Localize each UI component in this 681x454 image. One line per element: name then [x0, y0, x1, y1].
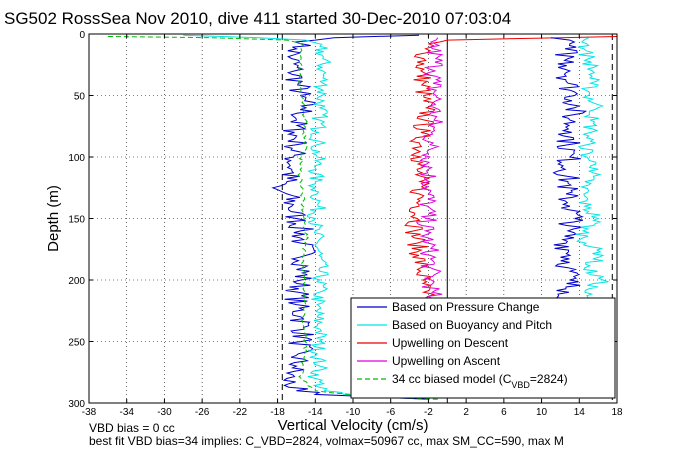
series-line-0: [271, 34, 429, 400]
y-tick-label: 200: [68, 276, 85, 287]
x-tick-label: 2: [463, 407, 469, 418]
y-tick-label: 300: [68, 399, 85, 410]
x-tick-label: -10: [346, 407, 361, 418]
legend-box: [350, 297, 616, 399]
vbd-bias-note: VBD bias = 0 cc: [89, 421, 175, 435]
y-tick-label: 50: [74, 92, 86, 103]
y-tick-label: 100: [68, 153, 85, 164]
x-tick-label: -6: [386, 407, 395, 418]
series-line-1: [183, 34, 391, 399]
series-line-2: [404, 36, 618, 299]
y-tick-label: 0: [79, 30, 85, 41]
best-fit-note: best fit VBD bias=34 implies: C_VBD=2824…: [89, 434, 564, 448]
x-tick-label: -18: [270, 407, 285, 418]
x-tick-label: 14: [574, 407, 586, 418]
legend-label: Based on Buoyancy and Pitch: [392, 318, 552, 332]
x-tick-label: -38: [82, 407, 97, 418]
series-line-4: [107, 36, 438, 400]
y-tick-label: 150: [68, 215, 85, 226]
x-tick-label: 10: [536, 407, 548, 418]
axis-ticks: -38 -34 -30 -26 -22 -18 -14 -10 -6 -2 2 6 10 14 180501…: [68, 30, 623, 418]
y-tick-label: 250: [68, 338, 85, 349]
legend-label: Upwelling on Ascent: [392, 354, 501, 368]
x-tick-label: -30: [157, 407, 172, 418]
legend: Based on Pressure Change Based on Buoyanc…: [350, 297, 616, 399]
x-axis-label: Vertical Velocity (cm/s): [278, 417, 429, 434]
x-tick-label: 6: [501, 407, 507, 418]
y-axis-label: Depth (m): [45, 185, 62, 252]
x-tick-label: -2: [424, 407, 433, 418]
legend-label: Upwelling on Descent: [392, 336, 509, 350]
legend-label: Based on Pressure Change: [392, 300, 540, 314]
series-line-3: [415, 37, 444, 299]
x-tick-label: -26: [195, 407, 210, 418]
x-tick-label: -34: [119, 407, 134, 418]
x-tick-label: -22: [233, 407, 248, 418]
x-tick-label: -14: [308, 407, 323, 418]
chart-title: SG502 RossSea Nov 2010, dive 411 started…: [4, 9, 511, 28]
grid: [89, 34, 617, 403]
x-tick-label: 18: [611, 407, 623, 418]
